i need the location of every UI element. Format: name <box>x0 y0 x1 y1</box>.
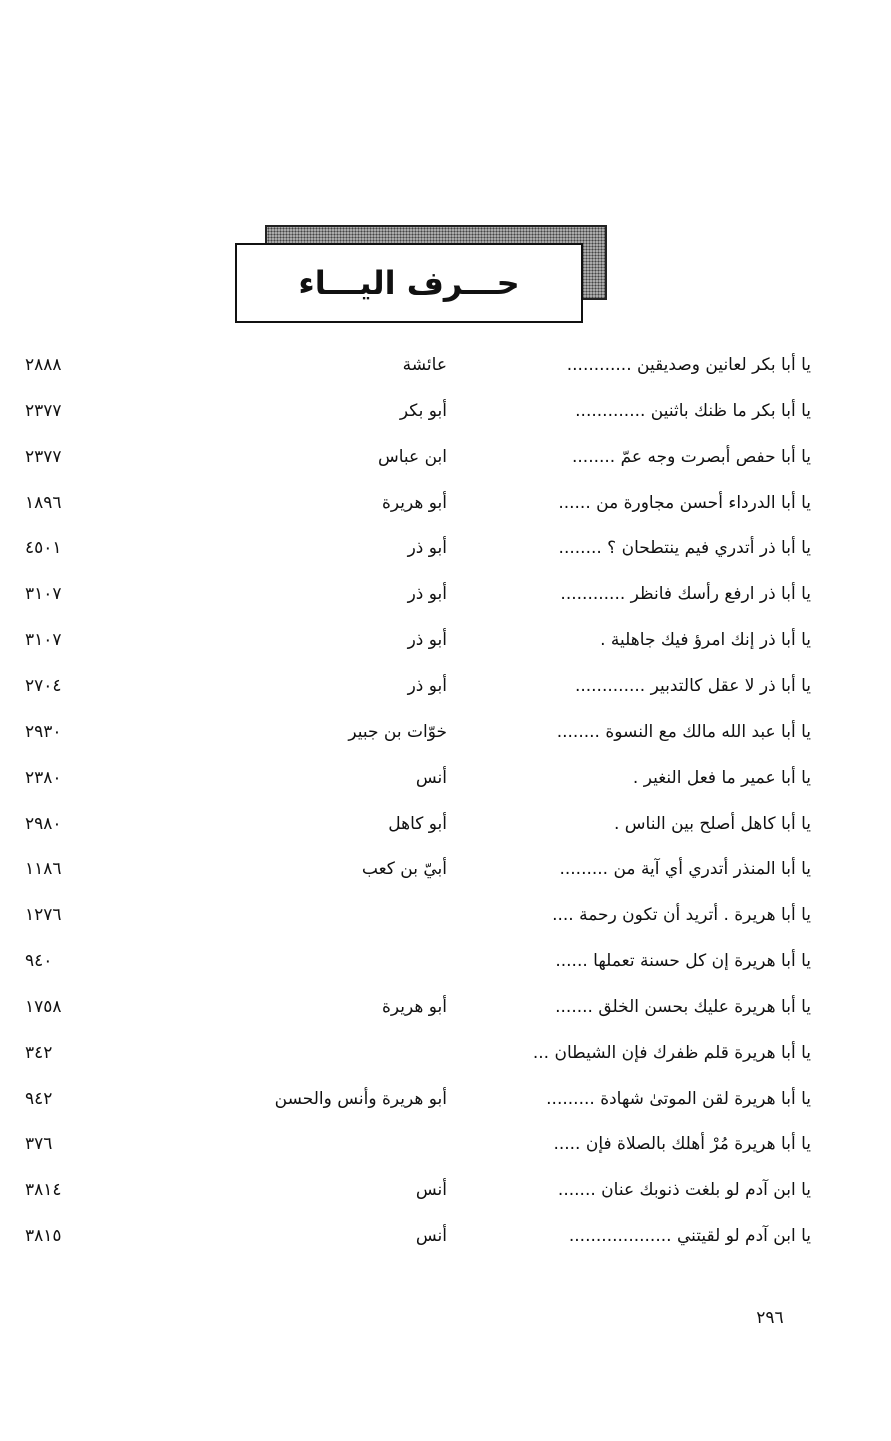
index-entry: يا أبا عمير ما فعل النغير . أنس ٢٣٨٠ <box>0 758 891 798</box>
hadith-number: ٢٨٨٨ <box>25 355 62 375</box>
narrator-name: أبو هريرة <box>381 996 447 1017</box>
hadith-number: ١٨٩٦ <box>25 492 62 513</box>
hadith-number: ٩٤٢ <box>25 1088 53 1109</box>
hadith-text: يا أبا هريرة عليك بحسن الخلق ....... <box>555 996 811 1017</box>
hadith-number: ٢٩٨٠ <box>25 813 62 834</box>
hadith-number: ١١٨٦ <box>25 859 62 880</box>
index-entry: يا أبا بكر ما ظنك باثنين ............. أب… <box>0 391 891 431</box>
narrator-name: أبو ذر <box>407 630 447 651</box>
hadith-text: يا ابن آدم لو بلغت ذنوبك عنان ....... <box>557 1180 811 1201</box>
index-entry: يا أبا حفص أبصرت وجه عمّ ........ ابن عبا… <box>0 437 891 477</box>
section-title: حـــرف اليـــاء <box>298 264 520 302</box>
hadith-text: يا أبا المنذر أتدري أي آية من ......... <box>559 859 811 880</box>
index-entry: يا أبا هريرة لقن الموتىٰ شهادة .........… <box>0 1079 891 1119</box>
narrator-name: أبو ذر <box>407 584 447 605</box>
narrator-name: عائشة <box>402 355 447 375</box>
hadith-text: يا أبا عبد الله مالك مع النسوة ........ <box>556 721 811 742</box>
hadith-text: يا أبا حفص أبصرت وجه عمّ ........ <box>571 446 811 467</box>
hadith-number: ٢٩٣٠ <box>25 721 62 742</box>
hadith-number: ٣٨١٥ <box>25 1226 62 1247</box>
index-entry: يا ابن آدم لو بلغت ذنوبك عنان ....... أنس… <box>0 1170 891 1210</box>
hadith-text: يا أبا بكر لعانين وصديقين ............ <box>566 355 811 375</box>
hadith-number: ٢٣٨٠ <box>25 767 62 788</box>
page-number: ٢٩٦ <box>756 1308 784 1328</box>
index-entry: يا أبا ذر أتدري فيم ينتطحان ؟ ........ أب… <box>0 528 891 568</box>
index-entry: يا أبا هريرة . أتريد أن تكون رحمة .... ١٢… <box>0 895 891 935</box>
index-entry: يا أبا الدرداء أحسن مجاورة من ...... أبو … <box>0 483 891 523</box>
narrator-name: ابن عباس <box>377 446 447 467</box>
index-entry: يا أبا كاهل أصلح بين الناس . أبو كاهل ٢٩٨٠ <box>0 804 891 844</box>
hadith-number: ٣٨١٤ <box>25 1180 62 1201</box>
hadith-number: ٢٣٧٧ <box>25 400 62 421</box>
hadith-number: ٣١٠٧ <box>25 584 62 605</box>
hadith-number: ٣٧٦ <box>25 1134 53 1155</box>
hadith-text: يا أبا ذر إنك امرؤ فيك جاهلية . <box>600 630 811 651</box>
index-entry: يا أبا ذر ارفع رأسك فانظر ............ أب… <box>0 574 891 614</box>
hadith-text: يا أبا ذر أتدري فيم ينتطحان ؟ ........ <box>558 538 811 559</box>
narrator-name: خوّات بن جبير <box>348 721 447 742</box>
narrator-name: أبو هريرة <box>381 492 447 513</box>
index-entry: يا أبا هريرة إن كل حسنة تعملها ...... ٩٤٠ <box>0 941 891 981</box>
index-entry: يا ابن آدم لو لقيتني ...................… <box>0 1216 891 1256</box>
hadith-number: ٩٤٠ <box>25 951 53 972</box>
hadith-number: ٣٤٢ <box>25 1042 53 1063</box>
hadith-number: ١٢٧٦ <box>25 905 62 926</box>
narrator-name: أبو كاهل <box>388 813 447 834</box>
section-title-box: حـــرف اليـــاء <box>235 243 583 323</box>
index-entry: يا أبا هريرة عليك بحسن الخلق ....... أبو … <box>0 987 891 1027</box>
index-entry: يا أبا المنذر أتدري أي آية من ......... أ… <box>0 849 891 889</box>
hadith-number: ٢٧٠٤ <box>25 675 62 696</box>
narrator-name: أبو ذر <box>407 538 447 559</box>
narrator-name: أنس <box>415 767 447 788</box>
narrator-name: أنس <box>415 1226 447 1247</box>
hadith-text: يا أبا كاهل أصلح بين الناس . <box>613 813 811 834</box>
hadith-text: يا أبا ذر لا عقل كالتدبير ............. <box>574 675 811 696</box>
hadith-text: يا أبا هريرة مُرْ أهلك بالصلاة فإن ..... <box>553 1134 811 1155</box>
hadith-text: يا ابن آدم لو لقيتني ................... <box>568 1226 811 1247</box>
index-entry: يا أبا ذر لا عقل كالتدبير ............. أ… <box>0 666 891 706</box>
hadith-number: ١٧٥٨ <box>25 996 62 1017</box>
index-entry: يا أبا بكر لعانين وصديقين ............ عا… <box>0 345 891 385</box>
narrator-name: أبو بكر <box>399 400 447 421</box>
narrator-name: أنس <box>415 1180 447 1201</box>
hadith-text: يا أبا هريرة قلم ظفرك فإن الشيطان ... <box>532 1042 811 1063</box>
index-entry: يا أبا هريرة قلم ظفرك فإن الشيطان ... ٣٤٢ <box>0 1033 891 1073</box>
hadith-number: ٣١٠٧ <box>25 630 62 651</box>
index-entry: يا أبا ذر إنك امرؤ فيك جاهلية . أبو ذر ٣١٠… <box>0 620 891 660</box>
hadith-number: ٢٣٧٧ <box>25 446 62 467</box>
narrator-name: أبو ذر <box>407 675 447 696</box>
hadith-text: يا أبا ذر ارفع رأسك فانظر ............ <box>560 584 811 605</box>
hadith-text: يا أبا هريرة لقن الموتىٰ شهادة ......... <box>546 1088 811 1109</box>
hadith-text: يا أبا هريرة إن كل حسنة تعملها ...... <box>555 951 811 972</box>
hadith-number: ٤٥٠١ <box>25 538 62 559</box>
index-entry: يا أبا هريرة مُرْ أهلك بالصلاة فإن .....… <box>0 1124 891 1164</box>
narrator-name: أبيّ بن كعب <box>361 859 447 880</box>
index-entry: يا أبا عبد الله مالك مع النسوة ........ خ… <box>0 712 891 752</box>
hadith-text: يا أبا بكر ما ظنك باثنين ............. <box>575 400 811 421</box>
hadith-text: يا أبا الدرداء أحسن مجاورة من ...... <box>558 492 811 513</box>
narrator-name: أبو هريرة وأنس والحسن <box>274 1088 447 1109</box>
hadith-text: يا أبا هريرة . أتريد أن تكون رحمة .... <box>552 905 811 926</box>
hadith-text: يا أبا عمير ما فعل النغير . <box>632 767 811 788</box>
